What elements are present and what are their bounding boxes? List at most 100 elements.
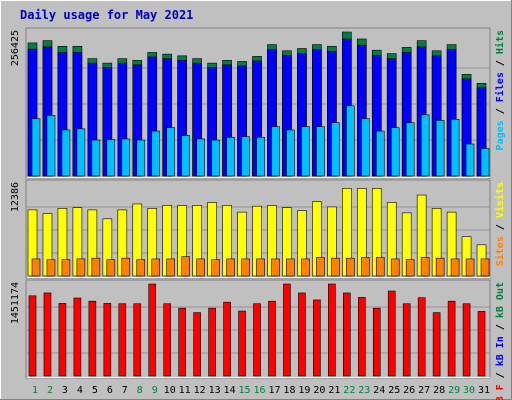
bar-sites-day-18 <box>286 258 295 277</box>
bar-pages-day-3 <box>61 129 71 177</box>
bar-sites-day-1 <box>31 258 41 277</box>
bar-sites-day-3 <box>61 259 71 277</box>
x-tick-label-5: 5 <box>92 385 98 396</box>
bar-kb-f-day-13 <box>208 307 216 377</box>
bar-pages-day-14 <box>226 136 235 177</box>
bar-kb-f-day-5 <box>88 300 97 377</box>
bar-kb-f-day-23 <box>357 297 366 377</box>
bar-kb-f-day-29 <box>447 300 456 377</box>
bar-kb-f-day-15 <box>238 310 246 377</box>
bar-pages-day-17 <box>271 126 280 177</box>
bar-pages-day-29 <box>450 118 460 177</box>
bar-sites-day-26 <box>405 259 415 277</box>
bar-kb-f-day-3 <box>58 303 67 377</box>
x-tick-label-23: 23 <box>358 385 370 396</box>
x-tick-label-13: 13 <box>209 385 221 396</box>
x-tick-label-21: 21 <box>328 385 340 396</box>
x-tick-label-29: 29 <box>448 385 460 396</box>
legend-entry-visits-sites-0: Sites <box>494 236 506 266</box>
x-tick-label-28: 28 <box>433 385 445 396</box>
bar-pages-day-25 <box>390 127 400 177</box>
x-tick-label-9: 9 <box>152 385 158 396</box>
bar-kb-f-day-4 <box>73 297 82 377</box>
x-tick-label-7: 7 <box>122 385 128 396</box>
x-tick-label-22: 22 <box>343 385 355 396</box>
x-tick-label-4: 4 <box>77 385 83 396</box>
bar-pages-day-30 <box>465 143 475 177</box>
legend-entry-hits-files-pages-2: Files <box>494 72 506 102</box>
bar-sites-day-7 <box>121 257 131 277</box>
bar-kb-f-day-19 <box>298 292 306 377</box>
bar-pages-day-2 <box>46 115 56 177</box>
bar-sites-day-8 <box>136 259 146 277</box>
bar-kb-f-day-22 <box>343 292 351 377</box>
legend-entry-kbytes-4: kB Out <box>495 282 506 318</box>
bar-sites-day-5 <box>91 257 101 277</box>
bar-kb-f-day-28 <box>432 312 441 377</box>
bar-sites-day-30 <box>465 258 475 277</box>
bar-kb-f-day-10 <box>163 303 172 377</box>
bar-sites-day-6 <box>106 259 116 277</box>
bar-pages-day-22 <box>346 105 355 177</box>
bar-pages-day-18 <box>286 129 295 177</box>
bar-kb-f-day-30 <box>462 303 471 377</box>
bar-sites-day-27 <box>420 257 430 277</box>
bar-sites-day-24 <box>375 257 385 277</box>
bar-sites-day-12 <box>196 258 205 277</box>
x-tick-label-2: 2 <box>47 385 53 396</box>
bar-pages-day-1 <box>31 118 41 177</box>
bar-pages-day-11 <box>181 135 190 177</box>
bar-sites-day-10 <box>166 258 176 277</box>
bar-pages-day-26 <box>405 122 415 177</box>
bar-kb-f-day-2 <box>43 292 52 377</box>
bar-pages-day-4 <box>76 128 86 177</box>
bar-sites-day-9 <box>151 258 161 277</box>
bar-kb-f-day-16 <box>253 303 261 377</box>
bar-kb-f-day-14 <box>223 301 231 377</box>
ymax-label-visits-sites: 12386 <box>10 182 21 212</box>
ymax-label-hits-files-pages: 256425 <box>10 30 21 66</box>
bar-sites-day-29 <box>450 258 460 277</box>
bar-kb-f-day-26 <box>402 303 411 377</box>
bar-kb-f-day-1 <box>28 295 37 377</box>
bar-pages-day-10 <box>166 127 176 177</box>
x-tick-label-17: 17 <box>268 385 280 396</box>
bar-pages-day-31 <box>480 148 490 177</box>
bar-pages-day-6 <box>106 139 116 177</box>
bar-kb-f-day-21 <box>328 283 336 377</box>
chart-bars <box>27 31 490 377</box>
bar-pages-day-24 <box>375 130 385 177</box>
bar-kb-f-day-17 <box>268 300 276 377</box>
bar-sites-day-28 <box>435 257 445 277</box>
bar-pages-day-5 <box>91 139 101 177</box>
bar-sites-day-11 <box>181 256 190 277</box>
bar-sites-day-21 <box>331 257 340 277</box>
bar-pages-day-23 <box>360 118 370 177</box>
bar-kb-f-day-9 <box>148 283 157 377</box>
bar-kb-f-day-11 <box>178 307 186 377</box>
series-legend-kbytes: kB F / kB In / kB Out <box>495 282 506 400</box>
bar-pages-day-12 <box>196 138 205 177</box>
bar-sites-day-2 <box>46 259 56 277</box>
bar-sites-day-16 <box>256 258 265 277</box>
series-legend-hits-files-pages: Pages / Files / Hits <box>494 30 506 150</box>
x-tick-label-1: 1 <box>32 385 38 396</box>
bar-kb-f-day-27 <box>417 297 426 377</box>
x-tick-label-12: 12 <box>194 385 206 396</box>
bar-pages-day-19 <box>301 126 310 177</box>
x-tick-label-20: 20 <box>313 385 325 396</box>
chart-title: Daily usage for May 2021 <box>20 8 193 22</box>
legend-entry-visits-sites-1: / <box>495 218 506 236</box>
legend-entry-kbytes-0: kB F <box>495 384 506 400</box>
legend-entry-visits-sites-2: Visits <box>494 182 506 218</box>
x-tick-label-15: 15 <box>239 385 251 396</box>
bar-pages-day-28 <box>435 120 445 177</box>
legend-entry-kbytes-1: / <box>495 366 506 384</box>
x-tick-label-6: 6 <box>107 385 113 396</box>
x-tick-label-26: 26 <box>403 385 415 396</box>
bar-sites-day-20 <box>316 257 325 277</box>
bar-pages-day-27 <box>420 114 430 177</box>
bar-kb-f-day-20 <box>313 299 321 377</box>
bar-pages-day-21 <box>331 122 340 177</box>
bar-sites-day-31 <box>480 258 490 277</box>
